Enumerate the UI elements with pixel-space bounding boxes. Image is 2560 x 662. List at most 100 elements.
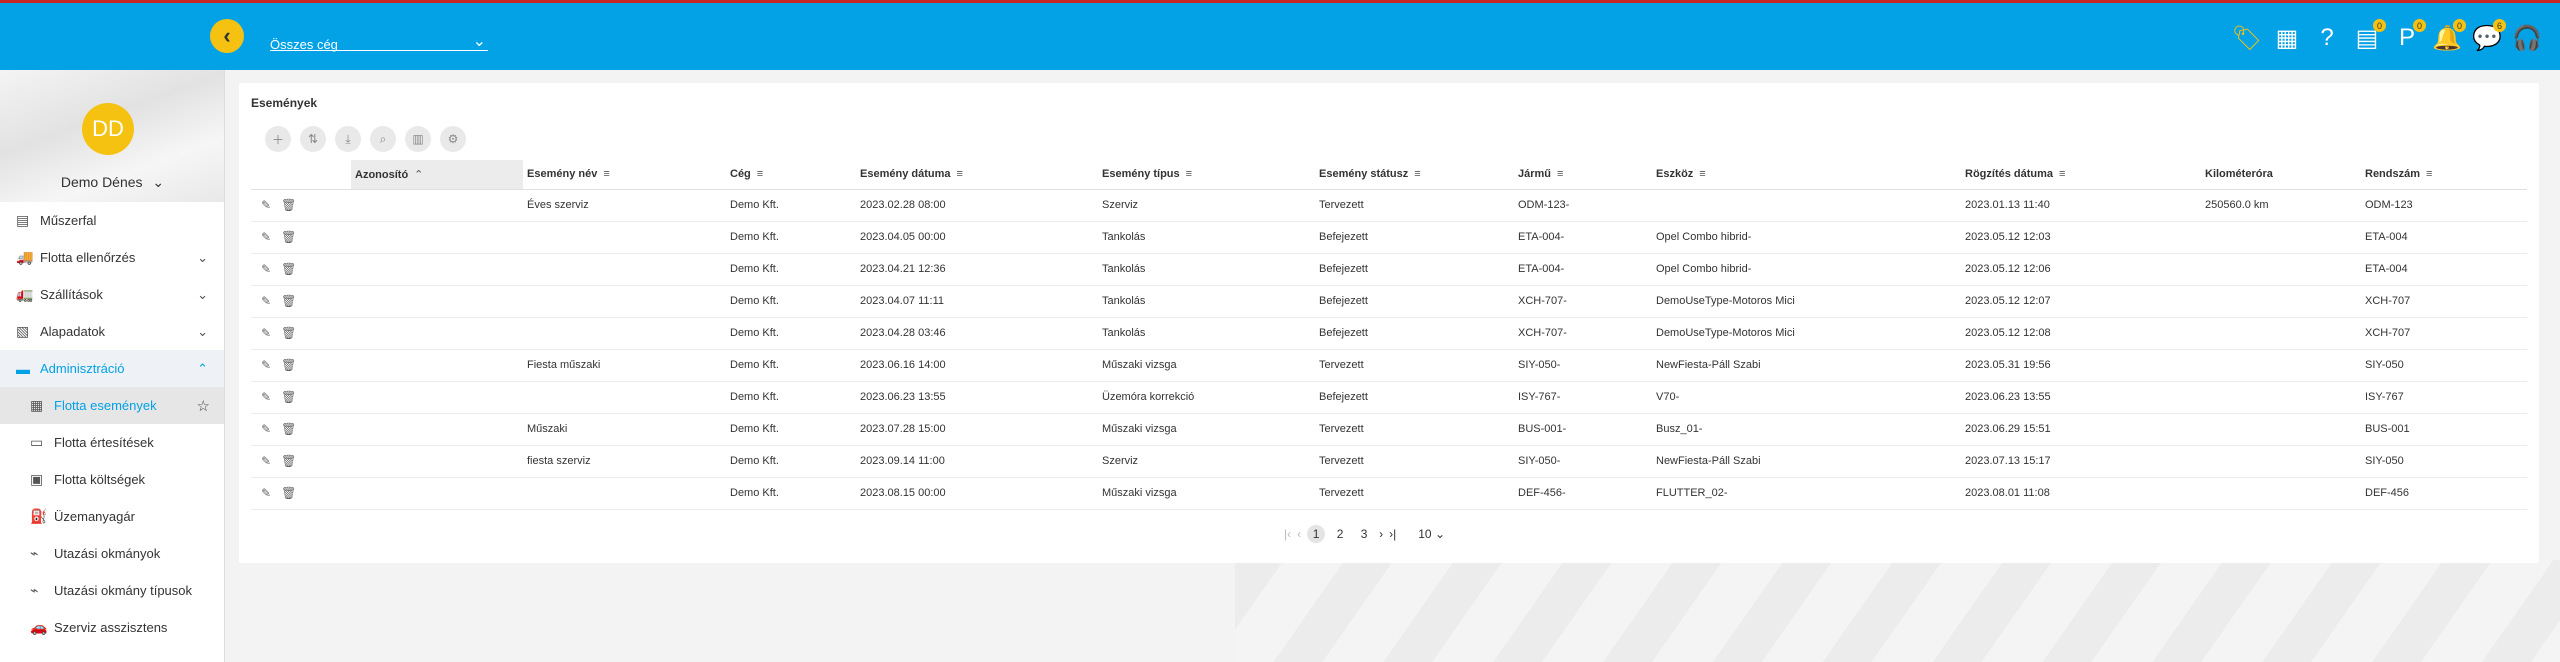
table-cell: XCH-707 [2361,317,2527,350]
delete-icon[interactable]: 🗑 [281,262,297,276]
edit-icon[interactable]: ✎ [261,262,272,276]
star-icon[interactable]: ☆ [196,397,210,415]
column-header-label: Rendszám [2365,168,2421,181]
sort-asc-icon[interactable]: ⌃ [414,168,424,181]
sort-icon[interactable]: ≡ [603,168,610,181]
sort-icon[interactable]: ≡ [956,168,963,181]
column-header[interactable]: Eszköz ≡ [1652,160,1961,190]
help-button[interactable]: ? [2312,23,2342,53]
delete-icon[interactable]: 🗑 [281,390,297,404]
table-cell [2201,413,2361,446]
prev-page-icon[interactable]: ‹ [1297,527,1302,541]
sidebar-item-label: Műszerfal [40,213,97,228]
table-row[interactable]: ✎ 🗑 Demo Kft. 2023.04.28 03:46 Tankolás Befej… [251,317,2527,350]
column-header[interactable]: Esemény státusz ≡ [1315,160,1514,190]
delete-icon[interactable]: 🗑 [281,198,297,212]
delete-icon[interactable]: 🗑 [281,294,297,308]
edit-icon[interactable]: ✎ [261,230,272,244]
first-page-icon[interactable]: |‹ [1284,527,1292,541]
table-cell: DemoUseType-Motoros Mici [1652,285,1961,318]
settings-button[interactable]: ⚙ [440,126,466,152]
next-page-icon[interactable]: › [1379,527,1384,541]
user-menu[interactable]: Demo Dénes ⌄ [0,174,225,191]
sidebar-item-utazasi-okmany-tipusok[interactable]: ⌁ Utazási okmány típusok [0,572,224,609]
sort-icon[interactable]: ≡ [2059,168,2066,181]
sort-icon[interactable]: ≡ [2426,168,2433,181]
page-size-value: 10 [1418,527,1432,541]
table-row[interactable]: ✎ 🗑 Demo Kft. 2023.06.23 13:55 Üzemóra korre… [251,381,2527,414]
chat-button[interactable]: 💬 6 [2472,19,2506,53]
column-header[interactable]: Rendszám ≡ [2361,160,2527,190]
table-cell: Műszaki [523,413,726,446]
last-page-icon[interactable]: ›| [1389,527,1397,541]
sidebar-item-muszerfal[interactable]: ▤ Műszerfal [0,202,224,239]
search-button[interactable]: ⌕ [370,126,396,152]
headset-button[interactable]: 🎧 [2512,23,2542,53]
delete-icon[interactable]: 🗑 [281,358,297,372]
sidebar-item-uzemanyagar[interactable]: ⛽ Üzemanyagár [0,498,224,535]
company-select[interactable]: Összes cég ⌄ [270,29,488,52]
document-button[interactable]: ▤ 0 [2352,19,2386,53]
sidebar-toggle-button[interactable]: ‹ [210,19,244,53]
column-header[interactable]: Azonosító ⌃ [351,160,523,190]
sidebar-item-adminisztracio[interactable]: ▬ Adminisztráció ⌃ [0,350,224,387]
column-header[interactable]: Kilométeróra [2201,160,2361,190]
delete-icon[interactable]: 🗑 [281,326,297,340]
sidebar-item-alapadatok[interactable]: ▧ Alapadatok ⌄ [0,313,224,350]
table-row[interactable]: ✎ 🗑 fiesta szerviz Demo Kft. 2023.09.14 11:0… [251,445,2527,478]
edit-icon[interactable]: ✎ [261,422,272,436]
column-header[interactable]: Cég ≡ [726,160,856,190]
table-row[interactable]: ✎ 🗑 Demo Kft. 2023.04.21 12:36 Tankolás Befej… [251,253,2527,286]
edit-icon[interactable]: ✎ [261,326,272,340]
sidebar-item-utazasi-okmanyok[interactable]: ⌁ Utazási okmányok [0,535,224,572]
table-row[interactable]: ✎ 🗑 Fiesta műszaki Demo Kft. 2023.06.16 14:0… [251,349,2527,382]
delete-icon[interactable]: 🗑 [281,486,297,500]
sort-icon[interactable]: ≡ [1414,168,1421,181]
column-header[interactable]: Jármű ≡ [1514,160,1652,190]
sidebar-item-szerviz-asszisztens[interactable]: 🚗 Szerviz asszisztens [0,609,224,646]
edit-icon[interactable]: ✎ [261,358,272,372]
delete-icon[interactable]: 🗑 [281,230,297,244]
sidebar-item-flotta-koltsegek[interactable]: ▣ Flotta költségek [0,461,224,498]
sort-icon[interactable]: ≡ [756,168,764,181]
sidebar-item-label: Adminisztráció [40,361,125,376]
table-row[interactable]: ✎ 🗑 Demo Kft. 2023.04.07 11:11 Tankolás Befej… [251,285,2527,318]
sort-icon[interactable]: ≡ [1557,168,1564,181]
sidebar-item-flotta-ertesitesek[interactable]: ▭ Flotta értesítések [0,424,224,461]
sidebar-item-flotta-ellenorzes[interactable]: 🚚 Flotta ellenőrzés ⌄ [0,239,224,276]
add-button[interactable]: ＋ [265,126,291,152]
page-size-select[interactable]: 10 ⌄ [1418,527,1445,541]
table-cell: 250560.0 km [2201,189,2361,222]
edit-icon[interactable]: ✎ [261,198,272,212]
column-header[interactable]: Esemény típus ≡ [1098,160,1315,190]
sidebar-item-szallitasok[interactable]: 🚛 Szállítások ⌄ [0,276,224,313]
table-row[interactable]: ✎ 🗑 Demo Kft. 2023.04.05 00:00 Tankolás Befej… [251,221,2527,254]
page-button-3[interactable]: 3 [1360,527,1368,541]
dashboard-button[interactable]: ▦ [2272,23,2302,53]
sort-icon[interactable]: ≡ [1185,168,1193,181]
bell-button[interactable]: 🔔 0 [2432,19,2466,53]
edit-icon[interactable]: ✎ [261,294,272,308]
table-row[interactable]: ✎ 🗑 Demo Kft. 2023.08.15 00:00 Műszaki vizsg… [251,477,2527,510]
column-header[interactable]: Esemény dátuma ≡ [856,160,1098,190]
page-button-2[interactable]: 2 [1336,527,1344,541]
edit-icon[interactable]: ✎ [261,390,272,404]
edit-icon[interactable]: ✎ [261,486,272,500]
sort-icon[interactable]: ≡ [1699,168,1706,181]
avatar[interactable]: DD [82,103,134,155]
tag-button[interactable]: 🏷 [2232,23,2262,53]
table-row[interactable]: ✎ 🗑 Éves szerviz Demo Kft. 2023.02.28 08:00 S… [251,189,2527,222]
table-cell: Tervezett [1315,477,1514,510]
delete-icon[interactable]: 🗑 [281,454,297,468]
sidebar-item-flotta-esemenyek[interactable]: ▦ Flotta események ☆ [0,387,224,424]
delete-icon[interactable]: 🗑 [281,422,297,436]
column-header[interactable]: Rögzítés dátuma ≡ [1961,160,2201,190]
edit-icon[interactable]: ✎ [261,454,272,468]
columns-button[interactable]: ▥ [405,126,431,152]
column-header[interactable]: Esemény név ≡ [523,160,726,190]
page-button-1[interactable]: 1 [1307,525,1326,543]
table-row[interactable]: ✎ 🗑 Műszaki Demo Kft. 2023.07.28 15:00 Műszak… [251,413,2527,446]
export-button[interactable]: ⤓ [335,126,361,152]
sort-button[interactable]: ⇅ [300,126,326,152]
